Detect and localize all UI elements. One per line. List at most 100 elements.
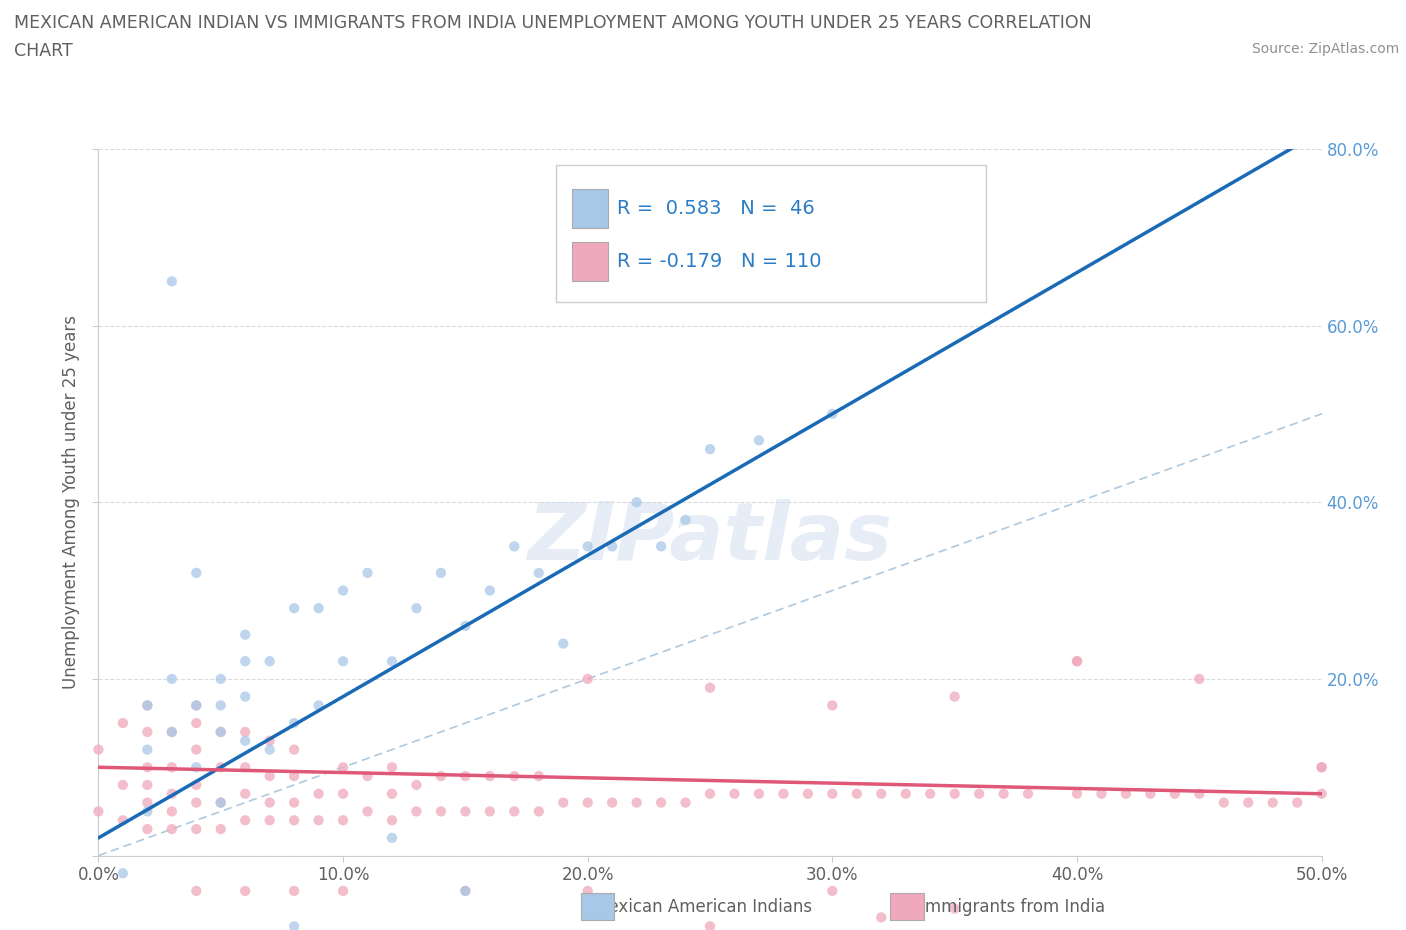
Point [821, 787, 844, 802]
Point [332, 654, 354, 669]
Point [209, 671, 232, 686]
Point [381, 654, 404, 669]
Point [1310, 787, 1333, 802]
Text: ZIPatlas: ZIPatlas [527, 498, 893, 577]
Point [283, 919, 305, 930]
Point [1066, 654, 1088, 669]
Point [209, 795, 232, 810]
Point [527, 804, 550, 819]
Point [308, 813, 330, 828]
Point [209, 724, 232, 739]
Point [186, 716, 208, 731]
Point [454, 768, 477, 783]
Point [454, 618, 477, 633]
Point [308, 601, 330, 616]
Point [1066, 787, 1088, 802]
Point [576, 539, 599, 554]
Point [1310, 760, 1333, 775]
Point [503, 768, 526, 783]
Point [209, 795, 232, 810]
Point [233, 787, 256, 802]
Point [259, 654, 281, 669]
Point [430, 804, 453, 819]
Point [845, 787, 868, 802]
Point [160, 724, 183, 739]
Point [430, 768, 453, 783]
Point [1164, 787, 1187, 802]
Point [87, 742, 110, 757]
Point [160, 822, 183, 837]
Point [233, 813, 256, 828]
Text: MEXICAN AMERICAN INDIAN VS IMMIGRANTS FROM INDIA UNEMPLOYMENT AMONG YOUTH UNDER : MEXICAN AMERICAN INDIAN VS IMMIGRANTS FR… [14, 14, 1092, 32]
Point [259, 795, 281, 810]
Point [111, 866, 134, 881]
Point [356, 768, 378, 783]
Point [405, 777, 427, 792]
Point [160, 671, 183, 686]
Point [1188, 671, 1211, 686]
Point [111, 813, 134, 828]
Text: Source: ZipAtlas.com: Source: ZipAtlas.com [1251, 42, 1399, 56]
Point [186, 777, 208, 792]
Point [332, 813, 354, 828]
Point [576, 795, 599, 810]
Point [1115, 787, 1137, 802]
Point [332, 884, 354, 898]
Point [821, 698, 844, 712]
Point [478, 768, 501, 783]
Point [209, 822, 232, 837]
Point [136, 804, 159, 819]
Point [650, 795, 672, 810]
Point [576, 884, 599, 898]
Point [870, 910, 893, 924]
Point [675, 512, 697, 527]
Point [748, 787, 770, 802]
Point [283, 716, 305, 731]
Point [675, 795, 697, 810]
Point [699, 919, 721, 930]
Point [553, 795, 575, 810]
Point [283, 795, 305, 810]
Point [1139, 787, 1161, 802]
Point [332, 760, 354, 775]
Point [259, 813, 281, 828]
Point [186, 698, 208, 712]
Point [186, 760, 208, 775]
Point [233, 689, 256, 704]
Point [1188, 787, 1211, 802]
Point [233, 884, 256, 898]
Point [748, 433, 770, 448]
Point [576, 671, 599, 686]
Point [332, 787, 354, 802]
Point [430, 565, 453, 580]
Point [723, 787, 745, 802]
Point [527, 565, 550, 580]
Point [699, 681, 721, 696]
Point [821, 884, 844, 898]
Point [503, 804, 526, 819]
Point [503, 539, 526, 554]
Text: Immigrants from India: Immigrants from India [920, 897, 1105, 916]
Point [87, 804, 110, 819]
Point [111, 716, 134, 731]
Point [381, 787, 404, 802]
Point [233, 733, 256, 748]
Point [699, 442, 721, 457]
Point [259, 768, 281, 783]
Point [308, 698, 330, 712]
Point [626, 795, 648, 810]
Point [405, 804, 427, 819]
Point [772, 787, 794, 802]
Point [650, 539, 672, 554]
Point [233, 628, 256, 643]
Point [283, 768, 305, 783]
Point [160, 804, 183, 819]
Point [821, 406, 844, 421]
Point [160, 760, 183, 775]
Point [332, 583, 354, 598]
Point [1286, 795, 1309, 810]
Point [600, 539, 623, 554]
Point [233, 654, 256, 669]
Point [1090, 787, 1112, 802]
Text: R =  0.583   N =  46: R = 0.583 N = 46 [617, 199, 814, 218]
